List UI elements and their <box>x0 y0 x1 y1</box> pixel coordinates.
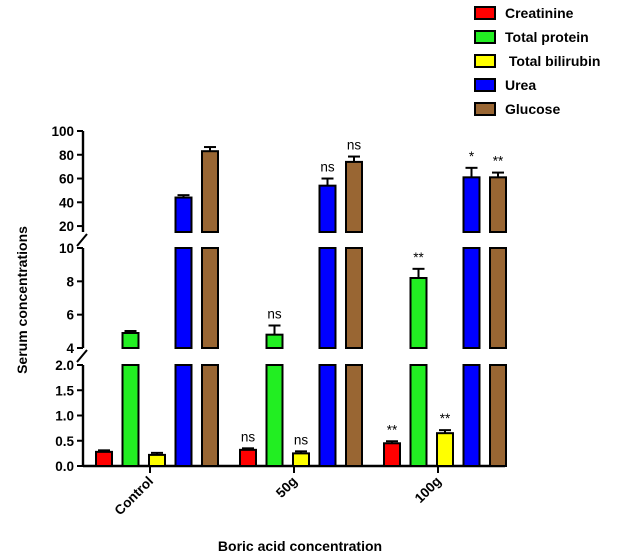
significance-label: * <box>469 149 475 164</box>
bar <box>174 196 193 234</box>
bar <box>265 364 284 467</box>
bar <box>409 277 428 349</box>
y-tick-label: 1.5 <box>55 383 74 398</box>
legend-swatch <box>474 30 496 44</box>
bar <box>121 332 140 349</box>
bar <box>318 364 337 467</box>
bar <box>489 247 507 349</box>
bar <box>201 247 219 349</box>
bar <box>174 247 193 349</box>
significance-label: ** <box>413 250 424 265</box>
bar <box>489 364 507 467</box>
significance-label: ** <box>493 154 504 169</box>
y-tick-label: 8 <box>66 274 74 289</box>
x-axis-title: Boric acid concentration <box>218 538 382 554</box>
y-tick-label: 10 <box>59 241 74 256</box>
significance-label: ** <box>440 411 451 426</box>
bar <box>345 160 363 233</box>
bar <box>462 176 481 233</box>
significance-label: ** <box>387 422 398 437</box>
legend-label: Glucose <box>505 101 560 117</box>
y-tick-label: 1.0 <box>55 409 74 424</box>
y-tick-label: 80 <box>59 148 74 163</box>
legend-label: Total protein <box>505 29 589 45</box>
bar <box>174 364 193 467</box>
legend-swatch <box>474 54 496 68</box>
y-tick-label: 40 <box>59 195 74 210</box>
chart-legend: Creatinine Total protein Total bilirubin U… <box>474 5 600 117</box>
bar <box>95 450 113 467</box>
y-tick-label: 100 <box>51 124 74 139</box>
bar <box>292 452 310 467</box>
x-tick-label: 50g <box>273 474 300 501</box>
bar <box>489 176 507 233</box>
bar <box>383 442 401 467</box>
legend-swatch <box>474 78 496 92</box>
chart-labels: 0.0 0.5 1.0 1.5 2.0 4 6 8 10 20 40 60 80 100 ns ** ns ** n… <box>51 124 504 518</box>
bar <box>436 432 454 467</box>
bar <box>148 453 166 468</box>
y-tick-label: 2.0 <box>55 358 74 373</box>
y-tick-label: 60 <box>59 172 74 187</box>
y-tick-label: 4 <box>66 341 74 356</box>
bar <box>121 364 140 467</box>
bar <box>318 247 337 349</box>
chart-bars <box>95 146 507 468</box>
bar <box>239 448 257 467</box>
bar <box>462 364 481 467</box>
x-tick-label: Control <box>112 474 157 519</box>
legend-swatch <box>474 102 496 116</box>
legend-label: Total bilirubin <box>505 53 600 69</box>
y-tick-label: 6 <box>66 308 74 323</box>
y-tick-label: 20 <box>59 219 74 234</box>
y-axis-title: Serum concentrations <box>14 226 30 374</box>
y-tick-label: 0.5 <box>55 434 74 449</box>
significance-label: ns <box>347 138 362 153</box>
bar <box>345 364 363 467</box>
bar <box>318 184 337 234</box>
significance-label: ns <box>294 432 309 447</box>
significance-label: ns <box>267 307 282 322</box>
bar <box>201 150 219 233</box>
bar <box>265 333 284 349</box>
bar <box>201 364 219 467</box>
axis-break-mark <box>76 349 88 363</box>
legend-label: Urea <box>505 77 536 93</box>
y-tick-label: 0.0 <box>55 459 74 474</box>
significance-label: ns <box>320 160 335 175</box>
bar <box>409 364 428 467</box>
axis-break-mark <box>76 233 88 247</box>
significance-label: ns <box>241 429 256 444</box>
bar <box>345 247 363 349</box>
legend-label: Creatinine <box>505 5 574 21</box>
legend-swatch <box>474 6 496 20</box>
bar <box>462 247 481 349</box>
x-tick-label: 100g <box>412 474 444 506</box>
